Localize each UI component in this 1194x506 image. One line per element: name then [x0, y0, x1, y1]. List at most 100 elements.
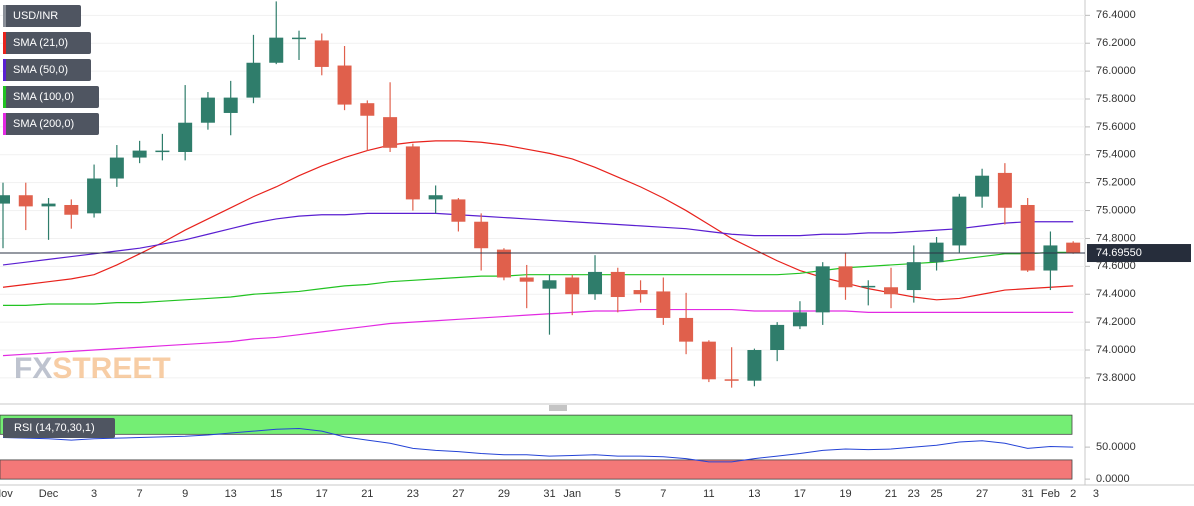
plot-area — [0, 1, 1081, 388]
candle-body — [997, 172, 1012, 208]
x-tick-label: Nov — [0, 488, 13, 500]
candle-body — [132, 150, 147, 158]
candle-body — [701, 341, 716, 380]
candle-body — [656, 291, 671, 318]
y-tick-label: 73.8000 — [1096, 372, 1136, 384]
candle-body — [861, 285, 876, 288]
candle-body — [109, 157, 124, 179]
x-tick-label: 5 — [615, 488, 621, 500]
legend-box — [3, 32, 91, 54]
y-tick-label: 74.6000 — [1096, 260, 1136, 272]
candle-body — [178, 122, 193, 152]
candle-body — [405, 146, 420, 200]
y-tick-label: 50.0000 — [1096, 441, 1136, 453]
legend-swatch — [3, 59, 6, 81]
candle-body — [314, 40, 329, 67]
rsi-line — [2, 428, 1074, 463]
legend-label: SMA (100,0) — [13, 91, 74, 103]
legend-box — [3, 113, 99, 135]
candle-body — [929, 242, 944, 263]
x-tick-label: 23 — [407, 488, 419, 500]
candle-body — [1066, 242, 1081, 254]
x-tick-label: 7 — [660, 488, 666, 500]
last-price-label: 74.69550 — [1096, 247, 1142, 259]
y-tick-label: 75.2000 — [1096, 177, 1136, 189]
candle-body — [633, 290, 648, 295]
legend-item: SMA (100,0) — [3, 86, 99, 108]
rsi-legend-label: RSI (14,70,30,1) — [14, 422, 95, 434]
candle-body — [18, 195, 33, 207]
candle-body — [87, 178, 102, 214]
candle-body — [724, 379, 739, 381]
x-tick-label: 27 — [452, 488, 464, 500]
legend-box — [3, 59, 91, 81]
legend-label: USD/INR — [13, 10, 58, 22]
x-tick-label: 23 — [908, 488, 920, 500]
watermark-part: FX — [14, 352, 52, 385]
watermark-part: STREET — [52, 352, 170, 385]
y-tick-label: 75.0000 — [1096, 204, 1136, 216]
watermark: FXSTREET — [14, 352, 171, 385]
legend-box — [3, 5, 81, 27]
candle-body — [223, 97, 238, 113]
legend-label: SMA (200,0) — [13, 118, 74, 130]
y-tick-label: 74.8000 — [1096, 232, 1136, 244]
x-tick-label: Feb — [1041, 488, 1060, 500]
legend-swatch — [3, 86, 6, 108]
candle-body — [246, 62, 261, 98]
candle-body — [496, 249, 511, 278]
candle-body — [155, 150, 170, 153]
x-tick-label: 9 — [182, 488, 188, 500]
x-tick-label: 27 — [976, 488, 988, 500]
y-tick-label: 74.0000 — [1096, 344, 1136, 356]
legend-item: SMA (200,0) — [3, 113, 99, 135]
x-tick-label: 15 — [270, 488, 282, 500]
candle-body — [747, 350, 762, 381]
x-tick-label: 17 — [794, 488, 806, 500]
y-tick-label: 76.2000 — [1096, 37, 1136, 49]
candle-body — [952, 196, 967, 246]
oversold-zone — [0, 459, 1073, 480]
candle-body — [792, 312, 807, 327]
candle-body — [292, 37, 307, 40]
x-tick-label: 21 — [885, 488, 897, 500]
panel-grip[interactable] — [549, 405, 567, 411]
legend-item: USD/INR — [3, 5, 81, 27]
x-tick-label: 29 — [498, 488, 510, 500]
legend-swatch — [3, 113, 6, 135]
y-tick-label: 74.4000 — [1096, 288, 1136, 300]
x-tick-label: 11 — [703, 488, 714, 500]
y-tick-label: 76.4000 — [1096, 9, 1136, 21]
candle-body — [838, 266, 853, 288]
x-tick-label: 7 — [137, 488, 143, 500]
x-tick-label: 3 — [91, 488, 97, 500]
candle-body — [679, 317, 694, 342]
candle-body — [337, 65, 352, 105]
legend-item: SMA (21,0) — [3, 32, 91, 54]
x-tick-label: 21 — [361, 488, 373, 500]
candle-body — [519, 277, 534, 282]
x-tick-label: 31 — [543, 488, 555, 500]
last-price-box — [1087, 244, 1191, 263]
y-tick-label: 74.2000 — [1096, 316, 1136, 328]
y-tick-label: 76.0000 — [1096, 65, 1136, 77]
sma-line — [2, 308, 1074, 357]
legend-label: SMA (50,0) — [13, 64, 68, 76]
candle-body — [770, 324, 785, 351]
candle-body — [451, 199, 466, 222]
candle-body — [610, 271, 625, 298]
candle-body — [884, 287, 899, 295]
candle-body — [542, 280, 557, 289]
candle-body — [815, 266, 830, 313]
candle-body — [41, 203, 56, 207]
y-tick-label: 75.6000 — [1096, 121, 1136, 133]
candle-body — [1043, 245, 1058, 271]
legend-swatch — [3, 32, 6, 54]
candle-body — [64, 204, 79, 215]
y-tick-label: 75.4000 — [1096, 149, 1136, 161]
candle-body — [428, 195, 443, 200]
candle-body — [906, 262, 921, 291]
candle-body — [360, 103, 375, 116]
overbought-zone — [0, 414, 1073, 435]
